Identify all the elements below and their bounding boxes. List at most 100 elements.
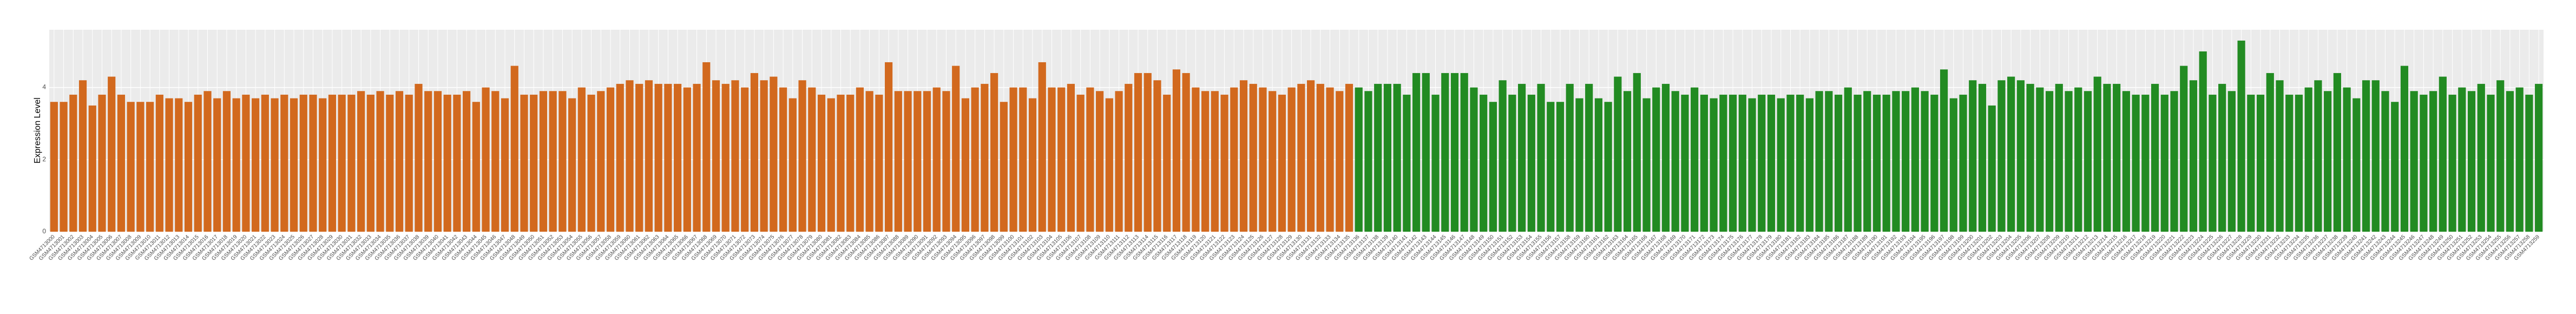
bar <box>1921 91 1929 232</box>
bar <box>50 102 58 232</box>
bar <box>798 80 806 232</box>
bar <box>558 91 567 232</box>
bar <box>2036 87 2044 232</box>
bar <box>1153 80 1161 232</box>
bar <box>530 94 538 232</box>
bar <box>338 94 346 232</box>
bar <box>750 73 759 232</box>
bar <box>1057 87 1066 232</box>
bar <box>1480 94 1488 232</box>
bar <box>1604 102 1612 232</box>
bar <box>1336 91 1344 232</box>
bar <box>1249 83 1257 232</box>
bar <box>290 98 298 232</box>
bar <box>463 91 471 232</box>
bar <box>1009 87 1017 232</box>
bar <box>731 80 739 232</box>
bar <box>1287 87 1296 232</box>
bar <box>914 91 922 232</box>
bar <box>1758 94 1766 232</box>
bar <box>1182 73 1190 232</box>
bar <box>2333 73 2341 232</box>
bar <box>222 91 231 232</box>
bar <box>1028 98 1037 232</box>
bar <box>443 94 451 232</box>
bar <box>626 80 634 232</box>
bar <box>1374 83 1382 232</box>
bar <box>1172 69 1181 232</box>
bar <box>2314 80 2322 232</box>
bar <box>1048 87 1056 232</box>
bar <box>568 98 576 232</box>
bar <box>1614 76 1622 232</box>
bar <box>1805 98 1813 232</box>
bar <box>1345 83 1353 232</box>
bar <box>865 91 873 232</box>
bar <box>1192 87 1200 232</box>
bar <box>942 91 950 232</box>
bar <box>837 94 845 232</box>
bar <box>1978 83 1987 232</box>
bar <box>1422 73 1430 232</box>
bar <box>2487 94 2495 232</box>
bar <box>1738 94 1746 232</box>
bar <box>1220 94 1228 232</box>
bar <box>146 102 154 232</box>
bar <box>117 94 126 232</box>
bar <box>2093 76 2101 232</box>
bar <box>2122 91 2130 232</box>
bar <box>1623 91 1632 232</box>
bar <box>971 87 979 232</box>
y-tick-label: 4 <box>42 83 46 91</box>
bar <box>2410 91 2418 232</box>
bar <box>1815 91 1823 232</box>
bar <box>2209 94 2217 232</box>
bar <box>395 91 404 232</box>
bar <box>1834 94 1843 232</box>
bar <box>1239 80 1248 232</box>
bar <box>165 98 173 232</box>
bar <box>2227 91 2236 232</box>
bar <box>597 91 605 232</box>
bar <box>2381 91 2389 232</box>
bar <box>501 98 509 232</box>
bar <box>1786 94 1795 232</box>
bar <box>1997 80 2006 232</box>
bar <box>2496 80 2505 232</box>
bar <box>2074 87 2082 232</box>
bar <box>2400 66 2409 232</box>
bar <box>1517 83 1526 232</box>
bar <box>520 94 528 232</box>
bar <box>635 83 643 232</box>
bar <box>1681 94 1689 232</box>
bar <box>2467 91 2476 232</box>
bar <box>1144 73 1152 232</box>
bar <box>1844 87 1852 232</box>
bar <box>645 80 653 232</box>
bar <box>2007 76 2015 232</box>
bar <box>510 66 518 232</box>
bar <box>2103 83 2111 232</box>
bar <box>1211 91 1219 232</box>
bar <box>990 73 998 232</box>
bar <box>405 94 413 232</box>
bar <box>60 102 68 232</box>
bar <box>606 87 615 232</box>
bar <box>721 83 730 232</box>
bar <box>702 62 711 232</box>
bar <box>2458 87 2466 232</box>
bar <box>2170 91 2178 232</box>
bar <box>491 91 500 232</box>
bar <box>328 94 337 232</box>
bar <box>1710 98 1718 232</box>
bar <box>2448 94 2456 232</box>
bar <box>415 83 423 232</box>
bar <box>1671 91 1679 232</box>
bar <box>1450 73 1459 232</box>
bar <box>433 91 442 232</box>
bar <box>1652 87 1660 232</box>
bar <box>2026 83 2034 232</box>
bar <box>2506 91 2514 232</box>
bar <box>98 94 106 232</box>
bar <box>1949 98 1957 232</box>
